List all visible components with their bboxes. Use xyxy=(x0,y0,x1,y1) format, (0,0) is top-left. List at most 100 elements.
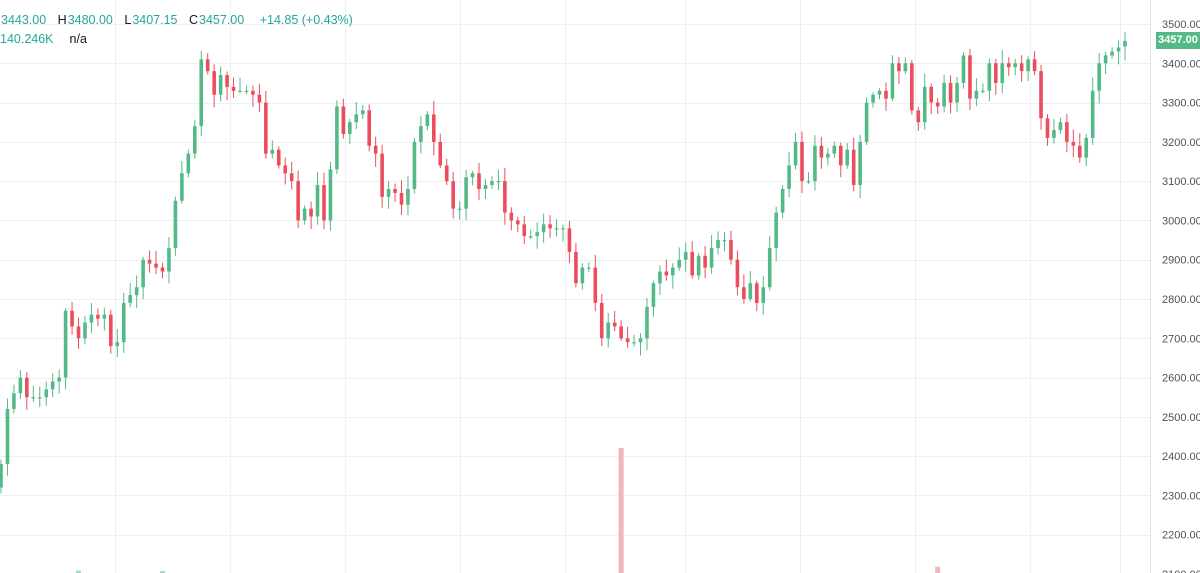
price-tick-label: 2400.00 xyxy=(1162,451,1200,463)
candle-body xyxy=(438,141,443,166)
candle-body xyxy=(774,212,778,248)
price-tick-label: 2900.00 xyxy=(1162,255,1200,267)
candle-body xyxy=(671,267,675,276)
volume-bar xyxy=(159,571,165,573)
candle-body xyxy=(929,86,934,103)
candle-body xyxy=(903,63,908,72)
candle-body xyxy=(1084,137,1089,158)
candle-body xyxy=(121,302,126,343)
candle-body xyxy=(264,102,268,154)
price-tick-label: 2200.00 xyxy=(1162,530,1200,542)
candle-body xyxy=(877,90,882,95)
candle-body xyxy=(658,271,662,284)
candle-body xyxy=(1026,59,1030,72)
candle-body xyxy=(858,141,862,186)
candle-body xyxy=(651,283,656,307)
candle-body xyxy=(942,82,946,107)
candle-body xyxy=(813,145,817,182)
candle-body xyxy=(412,141,417,189)
candle-body xyxy=(348,122,352,134)
high-value: 3480.00 xyxy=(67,13,113,27)
candle-body xyxy=(1000,63,1005,83)
candle-body xyxy=(180,173,184,201)
last-price-badge: 3457.00 xyxy=(1156,32,1200,50)
candle-body xyxy=(955,82,959,103)
candle-body xyxy=(1032,59,1037,72)
volume-legend: 140.246K n/a xyxy=(0,32,87,46)
candle-body xyxy=(503,181,507,213)
candle-body xyxy=(1110,51,1114,56)
candle-body xyxy=(89,314,94,323)
candle-body xyxy=(729,240,733,260)
candle-body xyxy=(96,314,100,319)
candle-body xyxy=(838,145,843,166)
price-tick-label: 2600.00 xyxy=(1162,373,1200,385)
candle-body xyxy=(496,181,501,183)
candle-body xyxy=(800,141,804,182)
candle-body xyxy=(251,90,255,95)
candle-body xyxy=(1097,63,1101,91)
candle-body xyxy=(1071,141,1076,146)
candle-body xyxy=(309,208,313,217)
candle-body xyxy=(419,126,423,142)
candle-body xyxy=(535,232,539,237)
candle-body xyxy=(102,314,107,319)
candle-body xyxy=(1013,63,1017,68)
candle-body xyxy=(173,200,178,248)
candle-body xyxy=(425,114,430,127)
candle-body xyxy=(373,145,378,154)
candle-body xyxy=(76,326,81,339)
candle-body xyxy=(147,259,152,264)
candle-body xyxy=(386,189,391,197)
candle-body xyxy=(910,63,914,111)
candle-body xyxy=(522,224,527,237)
volume-bar xyxy=(618,448,624,573)
candle-body xyxy=(167,247,171,272)
price-tick-label: 2100.00 xyxy=(1162,569,1200,573)
candle-body xyxy=(664,271,669,276)
candle-body xyxy=(37,397,42,399)
candles xyxy=(0,31,1127,494)
candle-body xyxy=(444,165,449,182)
change-value: +14.85 (+0.43%) xyxy=(259,13,353,27)
candle-body xyxy=(115,342,120,347)
candle-body xyxy=(574,251,578,284)
candle-body xyxy=(935,102,940,107)
candle-body xyxy=(742,287,746,299)
candle-body xyxy=(541,224,546,233)
candle-body xyxy=(735,259,740,288)
candle-body xyxy=(341,106,346,134)
candle-body xyxy=(63,310,68,378)
candle-body xyxy=(690,251,694,276)
candle-body xyxy=(399,192,404,205)
price-tick-label: 3400.00 xyxy=(1162,58,1200,70)
candle-body xyxy=(787,165,791,189)
candle-body xyxy=(451,181,455,209)
candle-body xyxy=(464,177,468,209)
candle-body xyxy=(761,287,766,303)
candle-body xyxy=(1103,55,1108,64)
candle-body xyxy=(354,114,359,123)
candle-body xyxy=(793,141,798,166)
candle-body xyxy=(826,153,830,158)
candle-body xyxy=(716,240,720,248)
candle-body xyxy=(754,283,759,303)
candle-body xyxy=(238,90,242,92)
candle-body xyxy=(709,247,714,268)
price-tick-label: 3100.00 xyxy=(1162,176,1200,188)
candle-body xyxy=(186,153,191,174)
candle-body xyxy=(192,126,197,154)
candle-body xyxy=(141,259,145,288)
candle-body xyxy=(31,397,36,399)
candle-body xyxy=(780,189,785,213)
candle-body xyxy=(225,75,229,87)
candle-body xyxy=(367,110,372,146)
candle-body xyxy=(994,63,998,83)
candle-body xyxy=(205,59,210,72)
volume-bar xyxy=(76,570,82,573)
price-tick-label: 2500.00 xyxy=(1162,412,1200,424)
price-axis[interactable]: 2100.00 2200.00 2300.00 2400.00 2500.00 2600.… xyxy=(1162,19,1200,573)
candle-body xyxy=(593,267,598,303)
candle-body xyxy=(748,283,753,299)
